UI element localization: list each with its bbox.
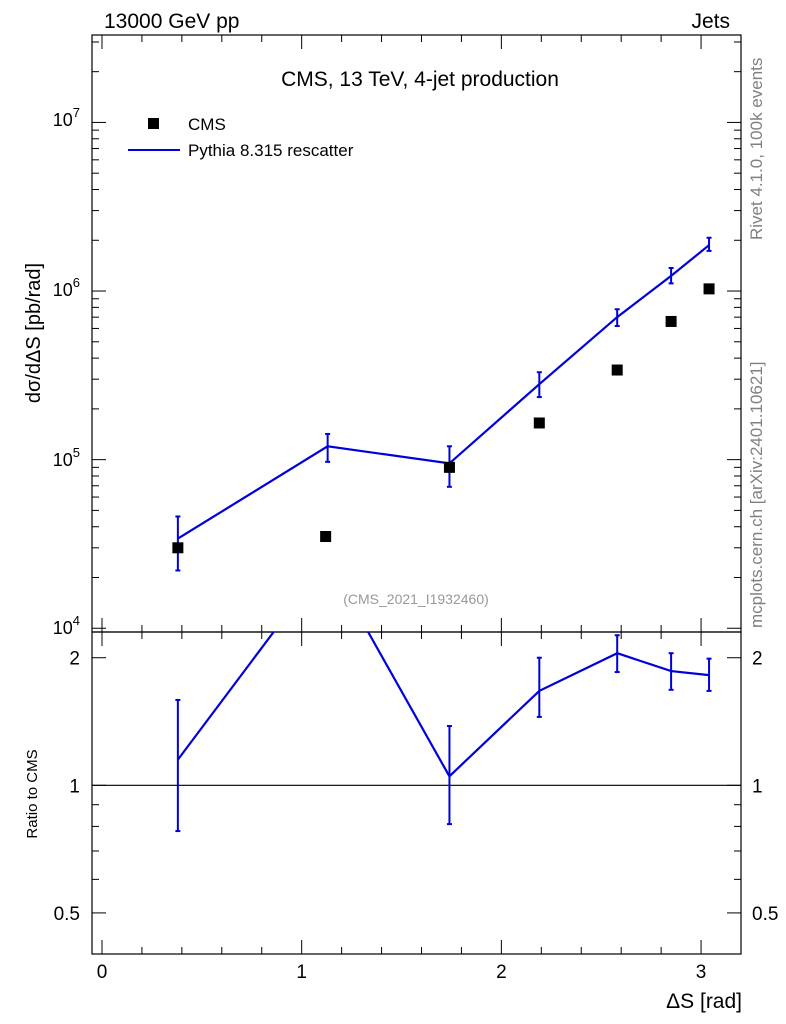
cms-data-point — [533, 417, 545, 429]
cms-data-point — [443, 461, 455, 473]
cms-data-point — [611, 364, 623, 376]
analysis-watermark: (CMS_2021_I1932460) — [343, 591, 489, 607]
mcplots-label: mcplots.cern.ch [arXiv:2401.10621] — [747, 362, 766, 628]
y-tick-label-1e4: 104 — [53, 613, 80, 638]
ratio-plot-frame — [91, 631, 742, 955]
cms-data-point — [320, 531, 332, 543]
rivet-label: Rivet 4.1.0, 100k events — [747, 58, 766, 240]
legend-pythia-label: Pythia 8.315 rescatter — [188, 141, 354, 160]
cms-data-point — [703, 283, 715, 295]
legend-cms-marker — [148, 118, 159, 129]
cms-data-point — [665, 315, 677, 327]
x-axis-label: ΔS [rad] — [666, 990, 742, 1013]
x-tick-label: 2 — [496, 962, 507, 983]
y-tick-label-1e7: 107 — [53, 105, 80, 130]
main-y-axis-label: dσ/dΔS [pb/rad] — [23, 263, 45, 403]
ratio-y-tick-label-left: 1 — [69, 776, 80, 797]
energy-label: 13000 GeV pp — [104, 10, 239, 33]
ratio-y-tick-label-left: 2 — [69, 649, 80, 670]
main-title: CMS, 13 TeV, 4-jet production — [281, 68, 559, 91]
ratio-y-axis-label: Ratio to CMS — [24, 749, 41, 838]
y-tick-label-1e6: 106 — [53, 275, 80, 300]
legend-cms-label: CMS — [188, 115, 226, 134]
x-tick-label: 3 — [696, 962, 707, 983]
ratio-y-tick-label-right: 1 — [752, 776, 763, 797]
x-tick-label: 0 — [97, 962, 108, 983]
main-y-tick-labels: 104 105 106 107 — [53, 105, 80, 638]
y-tick-label-1e5: 105 — [53, 445, 80, 470]
x-tick-label: 1 — [296, 962, 307, 983]
cms-data-point — [172, 542, 184, 554]
ratio-y-tick-label-right: 2 — [752, 649, 763, 670]
ratio-y-tick-label-right: 0.5 — [752, 904, 778, 925]
process-label: Jets — [691, 10, 730, 33]
ratio-y-tick-label-left: 0.5 — [54, 904, 80, 925]
pythia-curve — [177, 244, 710, 540]
